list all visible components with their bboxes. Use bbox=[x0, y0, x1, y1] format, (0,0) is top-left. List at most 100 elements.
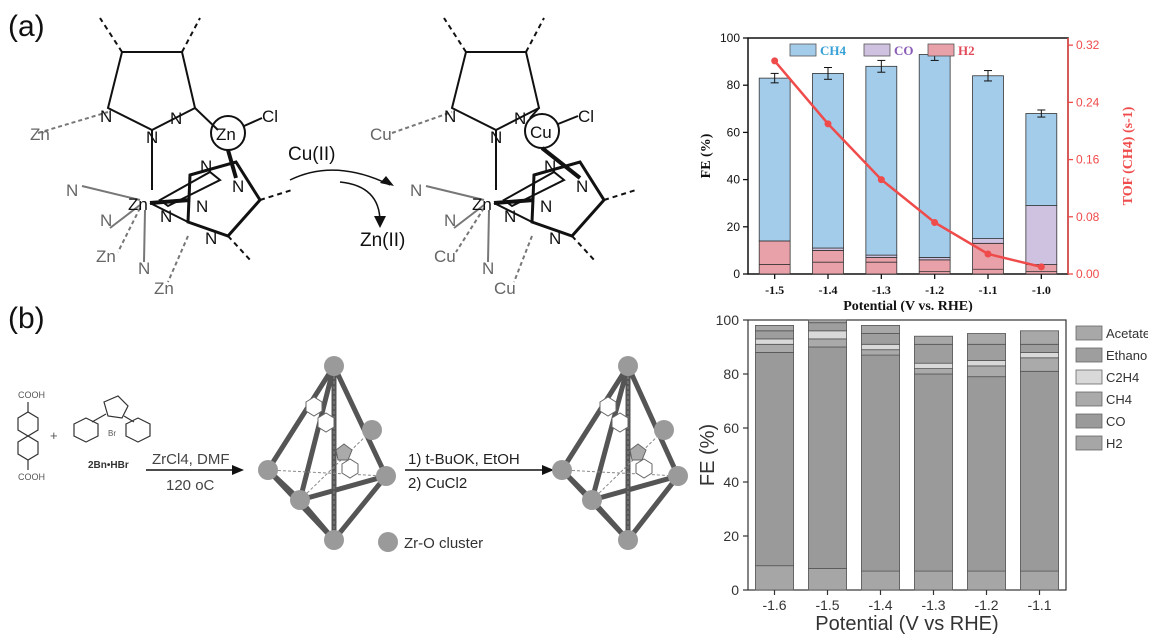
x-tick-label: -1.3 bbox=[872, 283, 891, 297]
bar-segment-ch4 bbox=[812, 73, 844, 249]
atom-n: N bbox=[146, 128, 158, 147]
chart-b: 0 20 40 60 80 100 -1.6 -1.5 -1.4 -1.3 -1.2 -1.1 Pote… bbox=[697, 312, 1148, 634]
step2-reagents-1: 1) t-BuOK, EtOH bbox=[408, 451, 520, 468]
atom-cu-neighbor: Cu bbox=[494, 279, 516, 298]
atom-n: N bbox=[66, 181, 78, 200]
bar-segment-c2h4 bbox=[755, 338, 794, 345]
bar-segment-c2h4 bbox=[861, 343, 900, 351]
bar-segment-c2h4 bbox=[808, 330, 847, 340]
legend-swatch bbox=[1075, 391, 1103, 407]
bar-segment-co bbox=[967, 376, 1006, 572]
y2-axis-label: TOF (CH4) (s-1) bbox=[1121, 106, 1136, 205]
atom-n: N bbox=[482, 259, 494, 278]
x-tick-label: -1.2 bbox=[925, 283, 944, 297]
cluster-legend: Zr-O cluster bbox=[404, 535, 483, 552]
bar-segment-acetate bbox=[755, 324, 794, 332]
panel-label-b: (b) bbox=[8, 302, 45, 335]
atom-n: N bbox=[100, 107, 112, 126]
y-axis-label: FE (%) bbox=[697, 424, 719, 486]
tof-point bbox=[984, 250, 992, 258]
x-tick-label: -1.5 bbox=[815, 597, 839, 613]
bar-segment-ch4 bbox=[967, 365, 1006, 378]
legend-label: CO bbox=[1106, 414, 1126, 429]
atom-zn-center: Zn bbox=[128, 195, 148, 214]
y-tick-label: 40 bbox=[723, 474, 739, 490]
atom-metal: Zn bbox=[216, 125, 236, 144]
atom-n: N bbox=[544, 157, 556, 176]
y2-tick-label: 0.08 bbox=[1076, 210, 1100, 224]
salt-label: 2Bn•HBr bbox=[88, 460, 129, 471]
bar-segment-ethanol bbox=[861, 333, 900, 345]
step1-conditions: 120 oC bbox=[166, 477, 215, 494]
bar-segment-acetate bbox=[967, 333, 1006, 345]
y-tick-label: 20 bbox=[723, 528, 739, 544]
bar-segment-h2 bbox=[861, 570, 900, 591]
legend-swatch bbox=[1075, 413, 1103, 429]
bar-segment-h2 bbox=[865, 257, 898, 275]
atom-n: N bbox=[205, 229, 217, 248]
atom-n: N bbox=[160, 207, 172, 226]
x-axis-label: Potential (V vs RHE) bbox=[815, 613, 998, 634]
bar-segment-co bbox=[1025, 205, 1058, 265]
bar-segment-co bbox=[1020, 370, 1059, 572]
bar-segment-c2h4 bbox=[1020, 352, 1059, 359]
bar-segment-acetate bbox=[1020, 330, 1059, 345]
legend-swatch bbox=[863, 43, 891, 57]
atom-n: N bbox=[504, 207, 516, 226]
bar-segment-ch4 bbox=[861, 349, 900, 356]
legend-swatch bbox=[1075, 325, 1103, 341]
bromide: Br bbox=[108, 429, 116, 438]
y2-tick-label: 0.32 bbox=[1076, 38, 1100, 52]
legend-label: CO bbox=[894, 43, 914, 58]
y2-tick-label: 0.24 bbox=[1076, 95, 1100, 109]
y-tick-label: 100 bbox=[716, 312, 740, 328]
step2-reagents-2: 2) CuCl2 bbox=[408, 475, 467, 492]
cooh-top: COOH bbox=[18, 390, 45, 400]
bar-segment-co bbox=[808, 346, 847, 569]
x-axis-label: Potential (V vs. RHE) bbox=[843, 299, 973, 312]
atom-n: N bbox=[540, 197, 552, 216]
bar-segment-ethanol bbox=[1020, 343, 1059, 353]
atom-cu: Cu bbox=[530, 123, 552, 142]
x-tick-label: -1.1 bbox=[979, 283, 998, 297]
atom-n: N bbox=[200, 157, 212, 176]
bar-segment-co bbox=[861, 354, 900, 572]
y-tick-label: 80 bbox=[723, 366, 739, 382]
bar-segment-co bbox=[914, 373, 953, 572]
plus-sign: + bbox=[50, 428, 58, 443]
y-tick-label: 60 bbox=[723, 420, 739, 436]
x-tick-label: -1.4 bbox=[868, 597, 892, 613]
x-tick-label: -1.2 bbox=[974, 597, 998, 613]
bar-segment-c2h4 bbox=[967, 360, 1006, 367]
bar-segment-acetate bbox=[914, 335, 953, 345]
atom-cu-neighbor: Cu bbox=[370, 125, 392, 144]
tof-point bbox=[824, 120, 832, 128]
legend-swatch bbox=[927, 43, 955, 57]
y2-tick-label: 0.00 bbox=[1076, 267, 1100, 281]
legend-swatch bbox=[1075, 347, 1103, 363]
y-axis-label: FE (%) bbox=[699, 133, 714, 178]
bar-segment-ch4 bbox=[758, 77, 791, 242]
atom-n: N bbox=[514, 109, 526, 128]
bar-segment-co bbox=[755, 352, 794, 567]
tof-point bbox=[877, 176, 885, 184]
tof-line bbox=[773, 60, 1042, 269]
bar-segment-ch4 bbox=[808, 338, 847, 348]
bar-segment-ch4 bbox=[1020, 357, 1059, 372]
plot-frame bbox=[747, 319, 1067, 591]
bar-segment-ethanol bbox=[755, 330, 794, 340]
legend-label: Acetate bbox=[1106, 326, 1148, 341]
bar-segment-acetate bbox=[808, 319, 847, 324]
atom-n: N bbox=[444, 107, 456, 126]
bar-segment-ch4 bbox=[914, 368, 953, 375]
legend-swatch bbox=[1075, 369, 1103, 385]
atom-n: N bbox=[232, 177, 244, 196]
tof-point bbox=[771, 57, 779, 65]
chart-a: 0 20 40 60 80 100 0.00 0.08 0.16 0.24 0.32 -1.5 -1.4… bbox=[699, 31, 1136, 312]
y-tick-label: 0 bbox=[733, 267, 740, 281]
cooh-bottom: COOH bbox=[18, 472, 45, 482]
atom-n: N bbox=[444, 211, 456, 230]
bar-segment-co bbox=[972, 238, 1004, 244]
bar-segment-ch4 bbox=[865, 65, 898, 256]
scheme-b: COOH COOH + Br 2Bn•HBr ZrCl4, DMF 120 oC… bbox=[17, 356, 688, 552]
